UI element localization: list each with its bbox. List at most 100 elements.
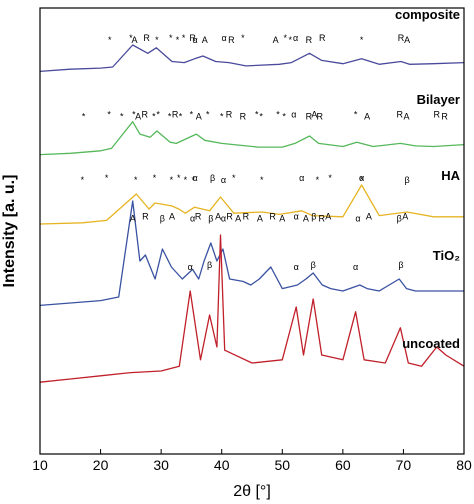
peak-label: A [366, 211, 372, 221]
peak-label: A [279, 213, 285, 223]
x-tick-label: 40 [214, 457, 230, 473]
peak-label: * [108, 35, 112, 45]
peak-label: α [192, 35, 197, 45]
peak-label: β [311, 211, 316, 221]
peak-label: R [306, 112, 313, 122]
peak-label: β [207, 260, 212, 270]
peak-label: A [196, 112, 202, 122]
peak-label: R [306, 35, 313, 45]
x-tick-label: 10 [32, 457, 48, 473]
peak-label: * [184, 175, 188, 185]
peak-label: A [131, 35, 137, 45]
peak-label: α [294, 262, 299, 272]
peak-label: α [294, 211, 299, 221]
peak-label: A [135, 112, 141, 122]
peak-label: R [269, 211, 276, 221]
peak-label: β [311, 260, 316, 270]
peak-label: R [243, 211, 250, 221]
series-names-layer: composite Bilayer HA TiO₂ uncoated [395, 7, 461, 351]
peak-label: * [120, 112, 124, 122]
peak-label: R [172, 110, 179, 120]
series-label-1: composite [395, 7, 460, 22]
peak-label: * [177, 173, 181, 183]
peak-label: R [142, 211, 149, 221]
peak-label: * [153, 173, 157, 183]
peak-label: * [81, 175, 85, 185]
peak-label: A [130, 213, 136, 223]
x-tick-label: 30 [153, 457, 169, 473]
plot-frame [39, 7, 465, 455]
peak-label: * [169, 33, 173, 43]
peak-label: R [398, 33, 405, 43]
peak-label: * [156, 110, 160, 120]
peak-label: * [179, 112, 183, 122]
peak-label: A [364, 112, 370, 122]
series-line-3 [39, 184, 464, 225]
peak-label: * [360, 175, 364, 185]
peak-label: R [317, 112, 324, 122]
peak-label: R [441, 112, 448, 122]
peak-label: * [288, 35, 292, 45]
peak-label: R [318, 213, 325, 223]
peak-label: α [353, 262, 358, 272]
series-line-4 [39, 200, 464, 307]
peak-label: * [155, 35, 159, 45]
peak-label: * [182, 33, 186, 43]
peak-label: R [397, 110, 404, 120]
peak-label: β [210, 173, 215, 183]
peak-label: A [311, 110, 317, 120]
peak-label: A [202, 35, 208, 45]
peak-label: * [190, 110, 194, 120]
peak-label: R [228, 35, 235, 45]
peak-label: α [192, 173, 197, 183]
peak-label: R [189, 33, 196, 43]
peak-label: * [316, 175, 320, 185]
x-tick-label: 60 [335, 457, 351, 473]
peak-label: * [360, 35, 364, 45]
peak-label: * [260, 175, 264, 185]
series-line-5 [39, 234, 465, 383]
peak-label: * [105, 173, 109, 183]
series-layer [39, 44, 465, 383]
peak-label: α [221, 33, 226, 43]
peak-label: * [255, 110, 259, 120]
peak-label: β [398, 260, 403, 270]
peak-label: * [132, 110, 136, 120]
peak-label: A [404, 35, 410, 45]
series-label-5: uncoated [402, 336, 460, 351]
peak-label: α [355, 213, 360, 223]
peak-label: R [433, 110, 440, 120]
series-label-2: Bilayer [417, 92, 460, 107]
peak-label: R [142, 110, 149, 120]
peak-label: α [188, 262, 193, 272]
peak-label: A [325, 211, 331, 221]
peak-label: * [328, 173, 332, 183]
peak-label: * [354, 110, 358, 120]
peak-label: * [176, 35, 180, 45]
peak-label: A [235, 213, 241, 223]
peak-label: α [221, 213, 226, 223]
peak-label: * [170, 175, 174, 185]
peak-label: α [299, 173, 304, 183]
x-ticks-layer: 10 20 30 40 50 60 70 80 [32, 449, 472, 473]
peak-label: A [402, 211, 408, 221]
peak-label: A [215, 211, 221, 221]
peak-label: A [273, 35, 279, 45]
peak-label: * [168, 112, 172, 122]
peak-label: R [319, 33, 326, 43]
series-line-1 [39, 44, 465, 73]
x-tick-label: 20 [93, 457, 109, 473]
peak-label: * [284, 33, 288, 43]
peak-label: * [282, 112, 286, 122]
series-label-3: HA [441, 168, 460, 183]
peak-label: R [240, 112, 247, 122]
peak-label: * [191, 175, 195, 185]
peak-label: * [82, 112, 86, 122]
peak-label: α [221, 175, 226, 185]
peak-label: * [129, 33, 133, 43]
peak-label: A [257, 213, 263, 223]
peak-label: * [152, 112, 156, 122]
peak-label: β [397, 213, 402, 223]
peak-label: A [403, 112, 409, 122]
